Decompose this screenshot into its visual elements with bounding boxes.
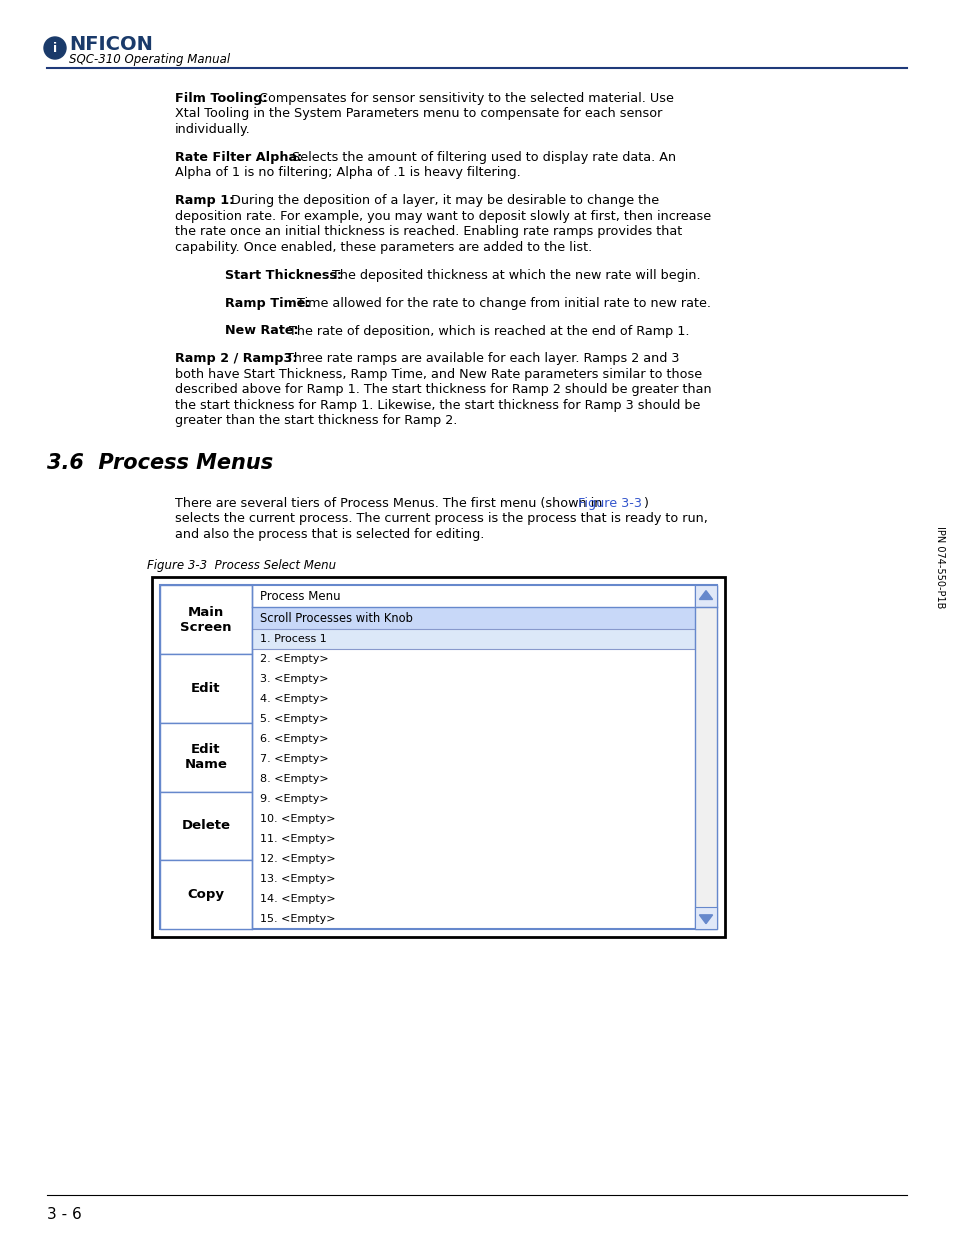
Text: New Rate:: New Rate: <box>225 325 298 337</box>
Bar <box>252 608 695 629</box>
Text: and also the process that is selected for editing.: and also the process that is selected fo… <box>174 527 484 541</box>
Bar <box>695 585 717 929</box>
Text: Figure 3-3: Figure 3-3 <box>578 496 641 510</box>
Text: Compensates for sensor sensitivity to the selected material. Use: Compensates for sensor sensitivity to th… <box>254 91 673 105</box>
Text: greater than the start thickness for Ramp 2.: greater than the start thickness for Ram… <box>174 415 456 427</box>
Text: Scroll Processes with Knob: Scroll Processes with Knob <box>260 611 413 625</box>
Text: 10. <Empty>: 10. <Empty> <box>260 814 335 824</box>
Bar <box>252 629 695 650</box>
Text: 5. <Empty>: 5. <Empty> <box>260 714 328 724</box>
Text: NFICON: NFICON <box>69 35 152 53</box>
Circle shape <box>44 37 66 59</box>
Bar <box>160 655 252 722</box>
Text: capability. Once enabled, these parameters are added to the list.: capability. Once enabled, these paramete… <box>174 241 592 254</box>
Text: i: i <box>52 42 57 54</box>
Text: 4. <Empty>: 4. <Empty> <box>260 694 328 704</box>
Text: 13. <Empty>: 13. <Empty> <box>260 874 335 884</box>
Text: The deposited thickness at which the new rate will begin.: The deposited thickness at which the new… <box>328 269 700 282</box>
Text: Time allowed for the rate to change from initial rate to new rate.: Time allowed for the rate to change from… <box>293 296 710 310</box>
Text: 15. <Empty>: 15. <Empty> <box>260 914 335 924</box>
Text: 3. <Empty>: 3. <Empty> <box>260 674 328 684</box>
Text: Three rate ramps are available for each layer. Ramps 2 and 3: Three rate ramps are available for each … <box>282 352 679 366</box>
Text: IPN 074-550-P1B: IPN 074-550-P1B <box>934 526 944 609</box>
Text: During the deposition of a layer, it may be desirable to change the: During the deposition of a layer, it may… <box>227 194 659 207</box>
Text: ): ) <box>642 496 647 510</box>
Text: 6. <Empty>: 6. <Empty> <box>260 734 328 745</box>
Text: selects the current process. The current process is the process that is ready to: selects the current process. The current… <box>174 513 707 525</box>
Text: Delete: Delete <box>181 820 231 832</box>
Text: Main
Screen: Main Screen <box>180 605 232 634</box>
Polygon shape <box>699 915 712 924</box>
Text: Ramp Time:: Ramp Time: <box>225 296 310 310</box>
Text: Start Thickness:: Start Thickness: <box>225 269 341 282</box>
Text: individually.: individually. <box>174 124 251 136</box>
Text: Edit: Edit <box>191 682 220 695</box>
Text: Ramp 2 / Ramp3:: Ramp 2 / Ramp3: <box>174 352 297 366</box>
Text: Film Tooling:: Film Tooling: <box>174 91 267 105</box>
Polygon shape <box>699 590 712 599</box>
Bar <box>160 861 252 929</box>
Text: described above for Ramp 1. The start thickness for Ramp 2 should be greater tha: described above for Ramp 1. The start th… <box>174 383 711 396</box>
Bar <box>160 585 252 655</box>
Text: the start thickness for Ramp 1. Likewise, the start thickness for Ramp 3 should : the start thickness for Ramp 1. Likewise… <box>174 399 700 412</box>
Bar <box>160 792 252 861</box>
Text: Rate Filter Alpha:: Rate Filter Alpha: <box>174 151 302 164</box>
Bar <box>695 908 717 929</box>
Text: Figure 3-3  Process Select Menu: Figure 3-3 Process Select Menu <box>147 558 335 572</box>
Text: Copy: Copy <box>188 888 224 902</box>
Text: both have Start Thickness, Ramp Time, and New Rate parameters similar to those: both have Start Thickness, Ramp Time, an… <box>174 368 701 380</box>
Bar <box>160 722 252 792</box>
Text: 3 - 6: 3 - 6 <box>47 1207 82 1221</box>
Text: the rate once an initial thickness is reached. Enabling rate ramps provides that: the rate once an initial thickness is re… <box>174 225 681 238</box>
Text: 11. <Empty>: 11. <Empty> <box>260 834 335 845</box>
Text: Selects the amount of filtering used to display rate data. An: Selects the amount of filtering used to … <box>288 151 676 164</box>
Text: Alpha of 1 is no filtering; Alpha of .1 is heavy filtering.: Alpha of 1 is no filtering; Alpha of .1 … <box>174 167 520 179</box>
Text: Process Menu: Process Menu <box>260 589 340 603</box>
Bar <box>252 629 695 650</box>
Text: Edit
Name: Edit Name <box>184 743 227 771</box>
Text: deposition rate. For example, you may want to deposit slowly at first, then incr: deposition rate. For example, you may wa… <box>174 210 710 222</box>
Text: SQC-310 Operating Manual: SQC-310 Operating Manual <box>69 53 230 67</box>
Bar <box>152 577 724 937</box>
Text: The rate of deposition, which is reached at the end of Ramp 1.: The rate of deposition, which is reached… <box>285 325 689 337</box>
Text: 12. <Empty>: 12. <Empty> <box>260 855 335 864</box>
Bar <box>160 585 717 929</box>
Text: There are several tiers of Process Menus. The first menu (shown in: There are several tiers of Process Menus… <box>174 496 606 510</box>
Text: 14. <Empty>: 14. <Empty> <box>260 894 335 904</box>
Bar <box>695 585 717 608</box>
Text: 3.6  Process Menus: 3.6 Process Menus <box>47 453 273 473</box>
Text: 1. Process 1: 1. Process 1 <box>260 634 327 645</box>
Text: 7. <Empty>: 7. <Empty> <box>260 755 328 764</box>
Text: 9. <Empty>: 9. <Empty> <box>260 794 328 804</box>
Text: 8. <Empty>: 8. <Empty> <box>260 774 328 784</box>
Text: 2. <Empty>: 2. <Empty> <box>260 655 328 664</box>
Text: Ramp 1:: Ramp 1: <box>174 194 234 207</box>
Text: Xtal Tooling in the System Parameters menu to compensate for each sensor: Xtal Tooling in the System Parameters me… <box>174 107 661 121</box>
